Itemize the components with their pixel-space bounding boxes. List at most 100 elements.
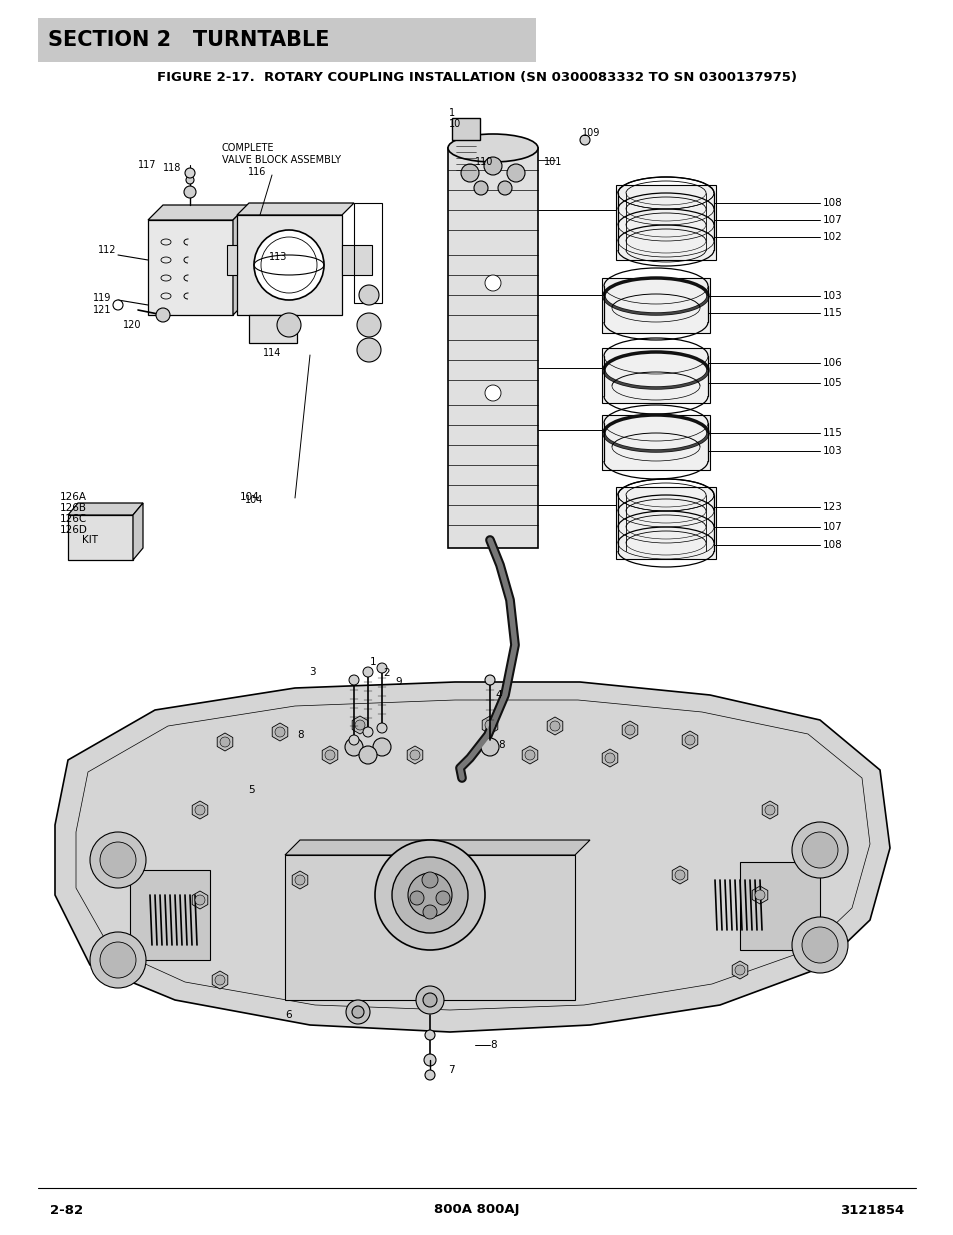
Text: 119: 119 [92, 293, 112, 303]
Text: 107: 107 [822, 215, 841, 225]
Circle shape [801, 927, 837, 963]
Circle shape [276, 312, 301, 337]
Text: 101: 101 [543, 157, 561, 167]
Text: 117: 117 [138, 161, 156, 170]
Circle shape [356, 312, 380, 337]
Polygon shape [322, 746, 337, 764]
Circle shape [325, 750, 335, 760]
Text: 104: 104 [245, 495, 263, 505]
Polygon shape [272, 722, 288, 741]
Circle shape [423, 1053, 436, 1066]
Text: 8: 8 [490, 1040, 497, 1050]
Circle shape [358, 285, 378, 305]
Polygon shape [132, 503, 143, 559]
Circle shape [484, 676, 495, 685]
Polygon shape [292, 871, 308, 889]
Polygon shape [285, 840, 589, 855]
Ellipse shape [448, 135, 537, 162]
Circle shape [506, 164, 524, 182]
Text: 107: 107 [822, 522, 841, 532]
Polygon shape [130, 869, 210, 960]
Text: 116: 116 [248, 167, 266, 177]
Circle shape [156, 308, 170, 322]
Circle shape [355, 720, 365, 730]
Circle shape [356, 338, 380, 362]
Circle shape [363, 667, 373, 677]
Polygon shape [407, 746, 422, 764]
Text: 8: 8 [296, 730, 303, 740]
Circle shape [791, 918, 847, 973]
Circle shape [294, 876, 305, 885]
Circle shape [349, 676, 358, 685]
Polygon shape [55, 682, 889, 1032]
Circle shape [194, 805, 205, 815]
Circle shape [474, 182, 488, 195]
Text: 2-82: 2-82 [50, 1203, 83, 1216]
Text: 9: 9 [395, 677, 401, 687]
Text: 114: 114 [262, 348, 281, 358]
Circle shape [675, 869, 684, 881]
Circle shape [392, 857, 468, 932]
Text: SECTION 2   TURNTABLE: SECTION 2 TURNTABLE [48, 30, 329, 49]
Text: 10: 10 [449, 119, 460, 128]
Text: 113: 113 [269, 252, 287, 262]
Text: 126C: 126C [60, 514, 87, 524]
Circle shape [90, 832, 146, 888]
Circle shape [424, 1030, 435, 1040]
Circle shape [253, 230, 324, 300]
Circle shape [346, 1000, 370, 1024]
Polygon shape [547, 718, 562, 735]
Text: 121: 121 [92, 305, 112, 315]
Circle shape [484, 720, 495, 730]
Text: 112: 112 [98, 245, 116, 254]
Circle shape [112, 300, 123, 310]
Polygon shape [672, 866, 687, 884]
Polygon shape [236, 203, 354, 215]
Polygon shape [341, 245, 372, 275]
Polygon shape [481, 716, 497, 734]
Text: 3: 3 [309, 667, 315, 677]
Circle shape [408, 873, 452, 918]
Circle shape [376, 722, 387, 734]
Circle shape [214, 974, 225, 986]
Polygon shape [192, 802, 208, 819]
Polygon shape [521, 746, 537, 764]
Circle shape [480, 739, 498, 756]
Text: 7: 7 [448, 1065, 455, 1074]
Text: 6: 6 [285, 1010, 292, 1020]
Polygon shape [601, 748, 618, 767]
Circle shape [436, 890, 450, 905]
Circle shape [194, 895, 205, 905]
Circle shape [422, 993, 436, 1007]
Circle shape [424, 1070, 435, 1079]
Circle shape [100, 942, 136, 978]
Circle shape [345, 739, 363, 756]
Text: 103: 103 [822, 446, 841, 456]
Circle shape [483, 157, 501, 175]
Circle shape [375, 840, 484, 950]
Circle shape [352, 1007, 364, 1018]
Polygon shape [217, 734, 233, 751]
Polygon shape [148, 205, 248, 220]
Text: KIT: KIT [82, 535, 98, 545]
Text: VALVE BLOCK ASSEMBLY: VALVE BLOCK ASSEMBLY [222, 156, 340, 165]
Polygon shape [751, 885, 767, 904]
Polygon shape [227, 245, 236, 275]
Circle shape [373, 739, 391, 756]
Text: 108: 108 [822, 540, 841, 550]
Circle shape [349, 735, 358, 745]
Text: 108: 108 [822, 198, 841, 207]
Circle shape [421, 872, 437, 888]
Bar [38, 19, 536, 62]
Polygon shape [681, 731, 697, 748]
Text: 120: 120 [123, 320, 141, 330]
Bar [601, 348, 709, 403]
Circle shape [460, 164, 478, 182]
Text: 105: 105 [822, 378, 841, 388]
Text: 2: 2 [382, 668, 389, 678]
Polygon shape [732, 961, 747, 979]
Text: 115: 115 [822, 429, 842, 438]
Polygon shape [68, 503, 143, 515]
Polygon shape [249, 315, 296, 343]
Circle shape [274, 727, 285, 737]
